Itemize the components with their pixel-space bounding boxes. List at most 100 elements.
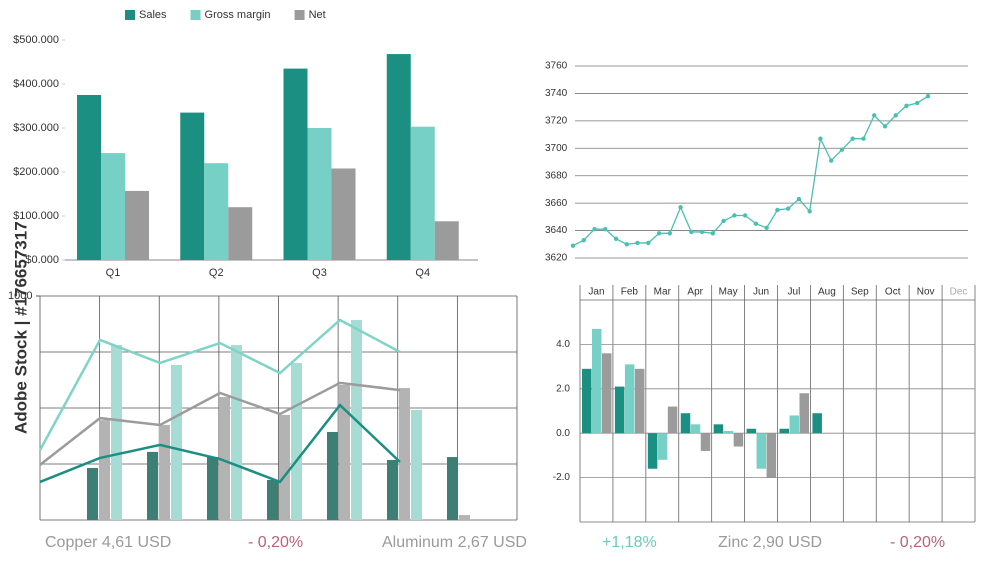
point xyxy=(839,147,845,152)
bar xyxy=(331,168,356,260)
y-tick-label: 3680 xyxy=(545,170,568,181)
bar xyxy=(667,406,678,434)
y-tick-label: 2.0 xyxy=(556,383,570,394)
bar xyxy=(690,424,701,434)
bar xyxy=(307,128,332,260)
point xyxy=(721,218,726,224)
x-tick-label: Q2 xyxy=(209,267,224,279)
bar xyxy=(602,353,612,434)
point xyxy=(656,231,662,236)
legend-label: Sales xyxy=(139,9,167,21)
y-tick-label: 4.0 xyxy=(556,339,570,350)
y-tick-label: $300.000 xyxy=(13,122,59,134)
y-tick-label: -2.0 xyxy=(553,472,571,483)
bar xyxy=(756,433,767,469)
x-tick-label: Sep xyxy=(851,287,869,298)
point xyxy=(613,236,619,241)
y-tick-label: 3640 xyxy=(545,225,568,236)
bar xyxy=(657,433,668,460)
point xyxy=(807,209,812,214)
point xyxy=(603,227,608,232)
point xyxy=(624,242,629,247)
point xyxy=(699,229,705,235)
point xyxy=(915,100,920,106)
bar xyxy=(766,433,777,478)
bar xyxy=(219,397,230,520)
line xyxy=(572,95,929,247)
point xyxy=(678,205,683,210)
point xyxy=(775,207,780,213)
bar xyxy=(279,414,290,520)
y-tick-label: 3760 xyxy=(545,61,568,72)
line xyxy=(39,381,401,466)
bar xyxy=(779,428,789,434)
bar xyxy=(789,415,799,434)
legend-label: Gross margin xyxy=(205,9,271,21)
point xyxy=(581,237,586,243)
bar xyxy=(327,431,338,520)
x-tick-label: Q4 xyxy=(415,267,430,279)
bar xyxy=(283,68,308,260)
bar xyxy=(87,468,98,520)
point xyxy=(882,124,888,129)
point xyxy=(893,113,898,118)
x-tick-label: Feb xyxy=(621,287,639,298)
point xyxy=(861,136,866,141)
point xyxy=(710,231,716,236)
bar xyxy=(386,54,411,260)
bar xyxy=(147,451,158,520)
watermark: Adobe Stock | #176657317 xyxy=(11,221,30,434)
y-tick-label: 0.0 xyxy=(556,428,570,439)
bar xyxy=(614,386,625,434)
point xyxy=(689,229,694,235)
x-tick-label: Apr xyxy=(687,287,703,298)
bar xyxy=(812,413,822,434)
point xyxy=(785,206,791,211)
ticker-change: - 0,20% xyxy=(890,534,945,551)
bar xyxy=(399,388,410,520)
x-tick-label: Jan xyxy=(588,287,604,298)
bar xyxy=(746,428,757,434)
legend-label: Net xyxy=(309,9,326,21)
point xyxy=(828,158,834,163)
y-tick-label: 1000 xyxy=(8,290,32,302)
point xyxy=(753,221,759,226)
bar xyxy=(799,393,809,434)
bar xyxy=(700,433,711,451)
legend-swatch xyxy=(190,10,201,20)
bar xyxy=(434,221,459,260)
line xyxy=(38,318,401,451)
ticker-item: Aluminum 2,67 USD xyxy=(382,534,527,551)
bar xyxy=(111,345,122,520)
legend-swatch xyxy=(294,10,305,20)
bar xyxy=(231,345,242,520)
y-tick-label: $400.000 xyxy=(13,78,59,90)
point xyxy=(732,213,737,218)
point xyxy=(764,225,769,231)
ticker-change: - 0,20% xyxy=(248,534,303,551)
point xyxy=(796,196,802,202)
bar xyxy=(582,368,592,434)
x-tick-label: Mar xyxy=(654,287,672,298)
point xyxy=(667,231,673,236)
bar xyxy=(447,457,458,520)
y-tick-label: 3620 xyxy=(545,253,568,264)
bar xyxy=(159,425,170,520)
point xyxy=(592,227,597,232)
point xyxy=(570,243,576,248)
bar xyxy=(339,384,350,520)
bar xyxy=(171,364,182,520)
y-tick-label: $100.000 xyxy=(13,210,59,222)
x-tick-label: May xyxy=(719,287,738,298)
line xyxy=(39,403,401,484)
bar xyxy=(99,420,110,520)
ticker-item: Copper 4,61 USD xyxy=(45,534,171,551)
bar xyxy=(459,515,470,520)
bar xyxy=(647,433,658,469)
bar xyxy=(77,95,101,260)
point xyxy=(646,240,651,246)
bar xyxy=(680,413,691,434)
point xyxy=(872,113,877,118)
bar xyxy=(624,364,635,434)
